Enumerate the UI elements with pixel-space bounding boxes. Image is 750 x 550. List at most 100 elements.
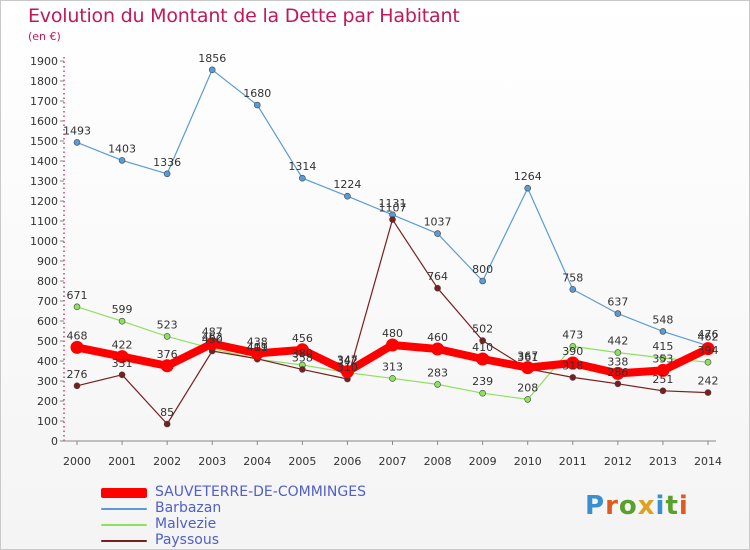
data-point <box>118 371 126 379</box>
data-point <box>479 277 486 285</box>
x-tick-label: 2009 <box>469 455 497 468</box>
x-tick-label: 2006 <box>333 455 361 468</box>
data-label: 208 <box>517 381 538 394</box>
y-tick-label: 200 <box>37 395 58 408</box>
x-tick-label: 2007 <box>379 455 407 468</box>
data-point <box>704 389 712 396</box>
data-point <box>205 337 219 351</box>
proxiti-logo: Proxiti <box>585 491 689 521</box>
x-tick-label: 2014 <box>694 455 722 468</box>
data-point <box>434 381 441 388</box>
data-point <box>659 387 667 395</box>
y-tick-label: 1800 <box>30 75 58 88</box>
data-label: 380 <box>292 347 313 360</box>
legend-swatch <box>101 508 147 510</box>
data-label: 1224 <box>333 178 361 191</box>
legend-item: Barbazan <box>101 501 401 517</box>
data-label: 358 <box>292 351 313 364</box>
chart-legend: SAUVETERRE-DE-COMMINGES Barbazan Malvezie P… <box>101 485 401 549</box>
data-label: 1403 <box>108 142 136 155</box>
data-label: 473 <box>562 328 583 341</box>
data-label: 476 <box>698 328 719 341</box>
data-label: 1107 <box>379 202 407 215</box>
data-point <box>659 328 667 335</box>
x-tick-label: 2004 <box>243 455 271 468</box>
x-tick-label: 2013 <box>649 455 677 468</box>
data-point <box>614 310 622 317</box>
data-point <box>118 317 126 325</box>
data-label: 338 <box>607 355 628 368</box>
data-label: 276 <box>67 368 88 381</box>
data-label: 361 <box>517 351 538 364</box>
data-point <box>476 352 490 366</box>
data-label: 460 <box>427 331 448 344</box>
y-tick-label: 600 <box>37 315 58 328</box>
y-tick-label: 900 <box>37 255 58 268</box>
data-point <box>434 284 441 292</box>
x-tick-label: 2005 <box>288 455 316 468</box>
data-label: 1264 <box>514 170 542 183</box>
line-chart: 0 100 200 300 400 500 600 700 800 900 1000 1100 1200… <box>30 52 722 468</box>
data-point <box>479 337 486 344</box>
data-label: 283 <box>427 366 448 379</box>
chart-title: Evolution du Montant de la Dette par Hab… <box>28 5 460 27</box>
logo-letter: P <box>585 491 606 521</box>
data-label: 456 <box>292 332 313 345</box>
data-label: 487 <box>202 326 223 339</box>
data-point <box>73 382 81 390</box>
legend-swatch <box>101 524 147 526</box>
data-label: 410 <box>472 341 493 354</box>
x-tick-label: 2001 <box>108 455 136 468</box>
x-tick-label: 2012 <box>604 455 632 468</box>
y-tick-label: 1100 <box>30 215 58 228</box>
data-point <box>614 349 622 356</box>
data-label: 313 <box>382 360 403 373</box>
legend-label: Payssous <box>155 532 219 548</box>
data-point <box>611 366 625 380</box>
data-label: 239 <box>472 375 493 388</box>
data-point <box>431 342 445 356</box>
legend-label: Barbazan <box>155 500 222 516</box>
logo-letter: o <box>618 491 638 521</box>
legend-item: SAUVETERRE-DE-COMMINGES <box>101 485 401 501</box>
data-label: 85 <box>160 406 174 419</box>
y-tick-label: 1600 <box>30 115 58 128</box>
data-label: 353 <box>652 352 673 365</box>
data-label: 1856 <box>198 52 226 65</box>
x-tick-label: 2000 <box>63 455 91 468</box>
legend-item: Payssous <box>101 533 401 549</box>
x-tick-label: 2008 <box>424 455 452 468</box>
data-point <box>115 350 129 364</box>
data-point <box>659 354 667 362</box>
data-label: 450 <box>202 333 223 346</box>
data-point <box>656 363 670 377</box>
y-tick-label: 1700 <box>30 95 58 108</box>
data-label: 251 <box>652 373 673 386</box>
data-label: 1037 <box>424 216 452 229</box>
data-label: 671 <box>67 289 88 302</box>
data-point <box>386 338 399 352</box>
data-label: 331 <box>112 357 133 370</box>
data-point <box>253 101 261 109</box>
data-label: 367 <box>517 350 538 363</box>
data-point <box>614 380 622 388</box>
data-label: 462 <box>698 331 719 344</box>
data-point <box>73 303 81 311</box>
data-point <box>299 174 306 182</box>
y-tick-label: 1500 <box>30 135 58 148</box>
data-label: 394 <box>698 344 719 357</box>
data-point <box>163 333 171 340</box>
data-point <box>569 286 577 293</box>
y-tick-label: 500 <box>37 335 58 348</box>
data-point <box>479 389 486 397</box>
data-label: 415 <box>652 340 673 353</box>
data-label: 480 <box>382 327 403 340</box>
logo-letter: i <box>678 491 689 521</box>
data-point <box>295 343 309 357</box>
data-point <box>389 375 396 382</box>
data-point <box>344 192 351 200</box>
data-point <box>434 230 441 237</box>
data-label: 758 <box>562 271 583 284</box>
data-label: 390 <box>562 345 583 358</box>
data-point <box>524 184 532 192</box>
